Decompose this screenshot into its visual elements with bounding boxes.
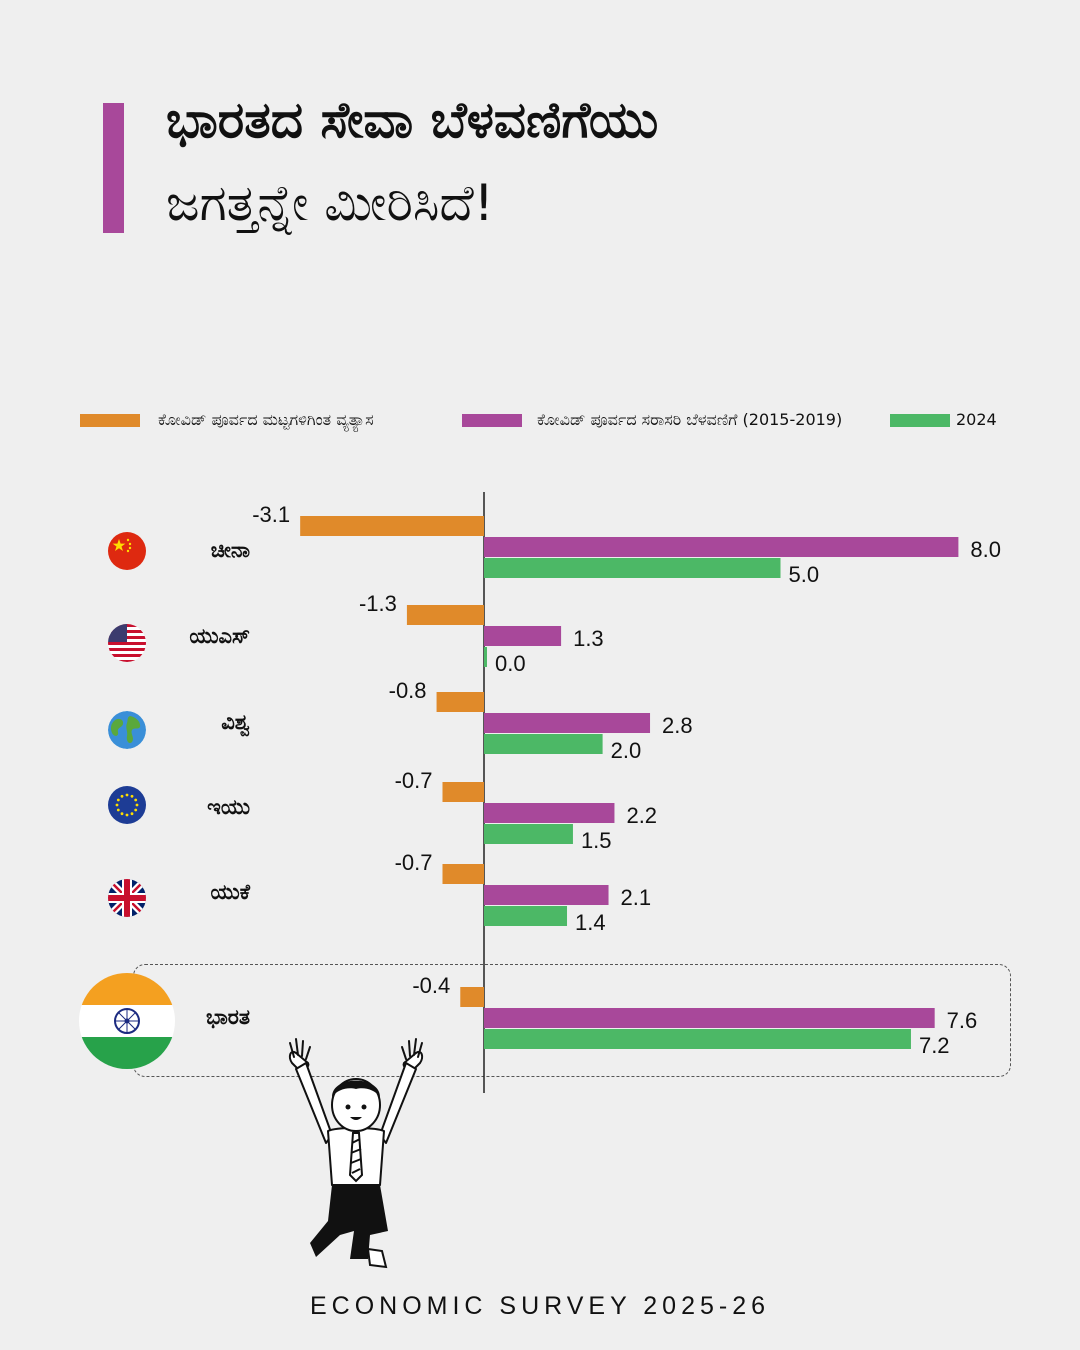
data-label: 1.5 — [581, 828, 612, 853]
china-flag-icon — [108, 532, 146, 570]
category-label-uk: ಯುಕೆ — [210, 880, 250, 904]
uk-flag-icon — [108, 879, 146, 917]
legend-swatch-purple — [462, 414, 522, 427]
bar-precovid-3 — [484, 803, 615, 823]
title-line-1: ಭಾರತದ ಸೇವಾ ಬೆಳವಣಿಗೆಯು — [166, 91, 659, 149]
bar-precovid-0 — [484, 537, 959, 557]
data-label: 7.2 — [919, 1033, 950, 1058]
title-accent-bar — [103, 103, 124, 233]
data-label: -0.7 — [395, 850, 433, 875]
legend-label: 2024 — [956, 410, 997, 429]
data-label: -1.3 — [359, 591, 397, 616]
bar-precovid-2 — [484, 713, 651, 733]
bar-precovid-5 — [484, 1008, 935, 1028]
bar-precovid-4 — [484, 885, 609, 905]
bar-y2024-3 — [484, 824, 573, 844]
bar-y2024-1 — [484, 647, 487, 667]
data-label: 2.1 — [621, 885, 652, 910]
data-label: 1.3 — [573, 626, 604, 651]
data-label: 8.0 — [970, 537, 1001, 562]
bar-difference-4 — [442, 864, 484, 884]
legend-label: ಕೋವಿಡ್ ಪೂರ್ವದ ಮಟ್ಟಗಳಿಗಿಂತ ವ್ಯತ್ಯಾಸ — [158, 410, 374, 429]
bar-y2024-2 — [484, 734, 603, 754]
legend-label: ಕೋವಿಡ್ ಪೂರ್ವದ ಸರಾಸರಿ ಬೆಳವಣಿಗೆ (2015-2019… — [537, 410, 843, 429]
data-label: 0.0 — [495, 651, 526, 676]
footer-source: ECONOMIC SURVEY 2025-26 — [309, 1292, 771, 1320]
data-label: 2.0 — [611, 738, 642, 763]
category-label-world: ವಿಶ್ವ — [221, 710, 250, 734]
category-label-china: ಚೀನಾ — [210, 538, 250, 562]
bar-y2024-4 — [484, 906, 568, 926]
legend-swatch-orange — [80, 414, 140, 427]
bar-difference-2 — [436, 692, 484, 712]
data-label: -0.8 — [389, 678, 427, 703]
bar-y2024-5 — [484, 1029, 911, 1049]
bar-difference-5 — [460, 987, 484, 1007]
category-label-india: ಭಾರತ — [206, 1005, 250, 1029]
data-label: 7.6 — [947, 1008, 978, 1033]
us-flag-icon — [108, 624, 146, 662]
bar-difference-1 — [406, 605, 484, 625]
category-label-eu: ಇಯು — [207, 795, 250, 819]
data-label: 2.2 — [626, 803, 657, 828]
eu-flag-icon — [108, 786, 146, 824]
data-label: 5.0 — [789, 562, 820, 587]
data-label: 2.8 — [662, 713, 693, 738]
cheering-person-illustration — [288, 1038, 424, 1269]
title-line-2: ಜಗತ್ತನ್ನೇ ಮೀರಿಸಿದೆ! — [166, 174, 494, 232]
data-label: -3.1 — [252, 502, 290, 527]
category-label-us: ಯುಎಸ್ — [189, 624, 250, 648]
globe-icon — [108, 711, 146, 749]
bar-y2024-0 — [484, 558, 781, 578]
bar-precovid-1 — [484, 626, 562, 646]
bar-difference-0 — [300, 516, 484, 536]
data-label: -0.4 — [412, 973, 450, 998]
data-label: 1.4 — [575, 910, 606, 935]
legend-swatch-green — [890, 414, 950, 427]
bar-difference-3 — [442, 782, 484, 802]
data-label: -0.7 — [395, 768, 433, 793]
